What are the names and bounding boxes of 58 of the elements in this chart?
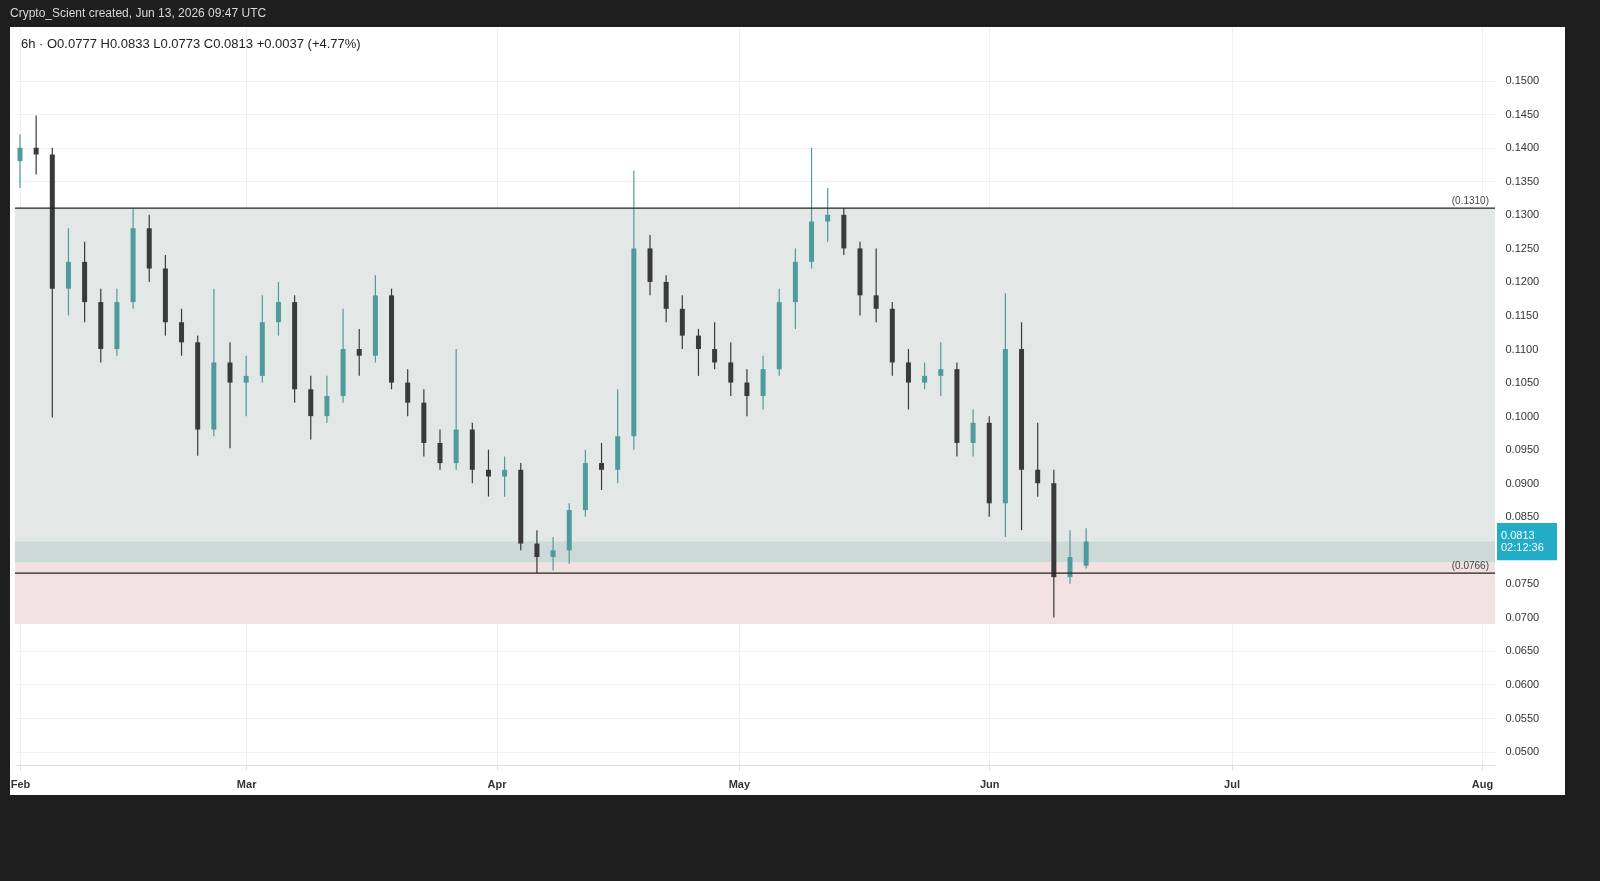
- candlestick: [1035, 422, 1041, 498]
- ref-line-label: (0.0766): [1451, 560, 1489, 572]
- candlestick: [744, 368, 750, 417]
- y-tick-label: 0.1200: [1505, 275, 1540, 288]
- candlestick: [970, 408, 976, 457]
- y-tick-label: 0.1050: [1505, 376, 1540, 389]
- x-tick-label: Jun: [979, 777, 1000, 790]
- y-tick-label: 0.1250: [1505, 241, 1540, 254]
- candlestick: [873, 247, 879, 323]
- candlestick: [243, 355, 249, 417]
- candlestick: [485, 449, 491, 498]
- candlestick: [324, 375, 330, 424]
- y-tick-label: 0.0900: [1505, 476, 1540, 489]
- x-tick-label: May: [728, 777, 751, 790]
- y-tick-label: 0.0950: [1505, 443, 1540, 456]
- y-tick-label: 0.0550: [1505, 711, 1540, 724]
- ref-line-label: (0.1310): [1451, 195, 1489, 207]
- text: 0.0813: [1501, 528, 1535, 541]
- candlestick: [695, 328, 701, 377]
- candlestick: [599, 442, 605, 491]
- candlestick: [938, 341, 944, 397]
- x-tick-label: Mar: [236, 777, 258, 790]
- candlestick: [712, 321, 718, 370]
- candlestick: [534, 529, 540, 574]
- text: Crypto_Scient created, Jun 13, 2026 09:47 UTC: [9, 5, 268, 22]
- y-tick-label: 0.1500: [1505, 74, 1540, 87]
- y-tick-label: 0.0750: [1505, 577, 1540, 590]
- x-tick-label: Feb: [10, 777, 31, 790]
- candlestick: [905, 348, 911, 411]
- y-tick-label: 0.0700: [1505, 610, 1540, 623]
- candlestick: [502, 455, 508, 498]
- text: 02:12:36: [1501, 540, 1544, 553]
- candlestick: [179, 308, 185, 357]
- y-tick-label: 0.0600: [1505, 677, 1540, 690]
- y-tick-label: 0.1000: [1505, 409, 1540, 422]
- x-tick-label: Jul: [1224, 777, 1240, 790]
- y-tick-label: 0.0650: [1505, 644, 1540, 657]
- y-tick-label: 0.0850: [1505, 510, 1540, 523]
- candlestick: [17, 133, 23, 189]
- y-tick-label: 0.1400: [1505, 141, 1540, 154]
- x-tick-label: Aug: [1471, 777, 1494, 790]
- candlestick: [227, 341, 233, 449]
- y-tick-label: 0.1350: [1505, 174, 1540, 187]
- y-tick-label: 0.1150: [1505, 308, 1539, 321]
- candlestick: [275, 281, 281, 337]
- candlestick: [437, 428, 443, 471]
- text: 6h · O0.0777 H0.0833 L0.0773 C0.0813 +0.0037 (+4.77%): [21, 36, 361, 51]
- candlestick: [356, 328, 362, 377]
- y-tick-label: 0.1300: [1505, 208, 1540, 221]
- x-tick-label: Apr: [487, 777, 508, 790]
- candlestick: [405, 368, 411, 417]
- candlestick: [825, 187, 831, 243]
- candlestick: [728, 341, 734, 397]
- y-tick-label: 0.0500: [1505, 745, 1540, 758]
- y-tick-label: 0.1100: [1505, 342, 1539, 355]
- candlestick: [550, 536, 556, 572]
- y-tick-label: 0.1450: [1505, 107, 1540, 120]
- candlestick: [922, 361, 928, 390]
